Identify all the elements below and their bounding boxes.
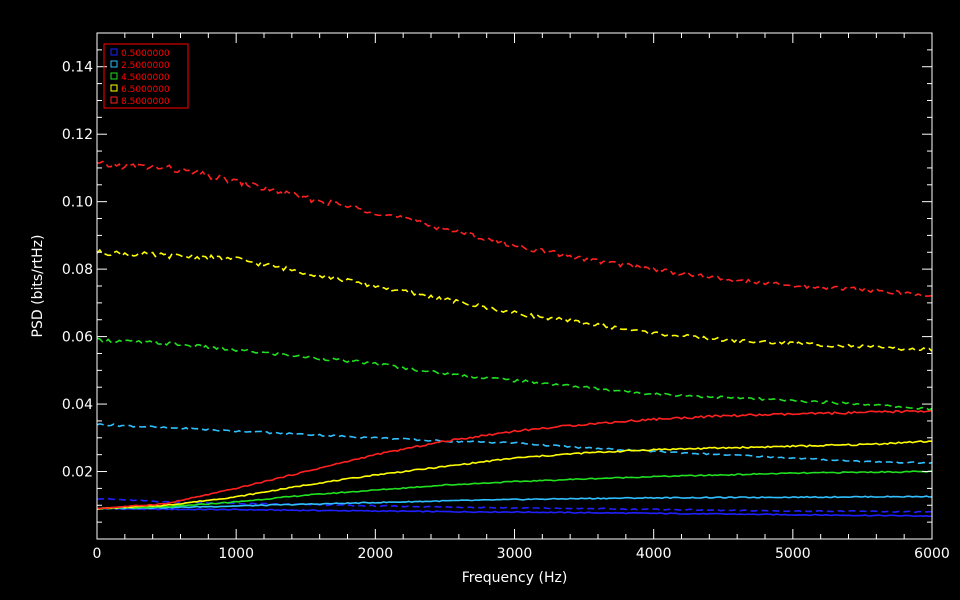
- legend-label: 4.5000000: [121, 73, 170, 83]
- legend-swatch: [110, 72, 118, 80]
- x-tick-label: 0: [93, 546, 102, 562]
- y-tick-label: 0.02: [62, 465, 93, 481]
- y-tick-label: 0.12: [62, 127, 93, 143]
- series-line-2_5000000-solid: [96, 495, 933, 510]
- legend: 0.5000000 2.5000000 4.5000000 6.5000000 8.50…: [103, 43, 189, 109]
- legend-label: 2.5000000: [121, 61, 170, 71]
- x-tick-label: 2000: [358, 546, 394, 562]
- legend-label: 8.5000000: [121, 97, 170, 107]
- series-layer: [96, 160, 933, 518]
- series-line-8_5000000-dashed: [96, 160, 933, 298]
- series-line-8_5000000-solid: [96, 409, 933, 510]
- series-line-6_5000000-solid: [96, 440, 933, 510]
- series-line-0_5000000-dashed: [96, 497, 932, 514]
- legend-label: 6.5000000: [121, 85, 170, 95]
- ticks-layer: 0 1000 2000 3000 4000 5000 6000 0.02 0.04 0.06 0.0…: [62, 33, 950, 562]
- series-line-4_5000000-dashed: [96, 337, 933, 411]
- x-tick-label: 4000: [636, 546, 672, 562]
- x-tick-label: 1000: [218, 546, 254, 562]
- x-tick-label: 3000: [497, 546, 533, 562]
- legend-box: [103, 43, 189, 109]
- x-axis-label: Frequency (Hz): [462, 570, 568, 586]
- series-line-0_5000000-solid: [96, 507, 933, 518]
- x-tick-label: 6000: [914, 546, 950, 562]
- legend-swatch: [110, 96, 118, 104]
- x-tick-label: 5000: [775, 546, 811, 562]
- legend-label: 0.5000000: [121, 49, 170, 59]
- y-tick-label: 0.04: [62, 397, 93, 413]
- legend-swatch: [110, 84, 118, 92]
- legend-swatch: [110, 48, 118, 56]
- series-line-6_5000000-dashed: [96, 248, 933, 352]
- legend-swatch: [110, 60, 118, 68]
- y-tick-label: 0.06: [62, 330, 93, 346]
- y-tick-label: 0.08: [62, 262, 93, 278]
- y-tick-label: 0.10: [62, 195, 93, 211]
- series-line-4_5000000-solid: [96, 470, 933, 510]
- series-line-2_5000000-dashed: [96, 422, 933, 465]
- y-axis-label: PSD (bits/rtHz): [30, 235, 46, 338]
- y-tick-label: 0.14: [62, 60, 93, 76]
